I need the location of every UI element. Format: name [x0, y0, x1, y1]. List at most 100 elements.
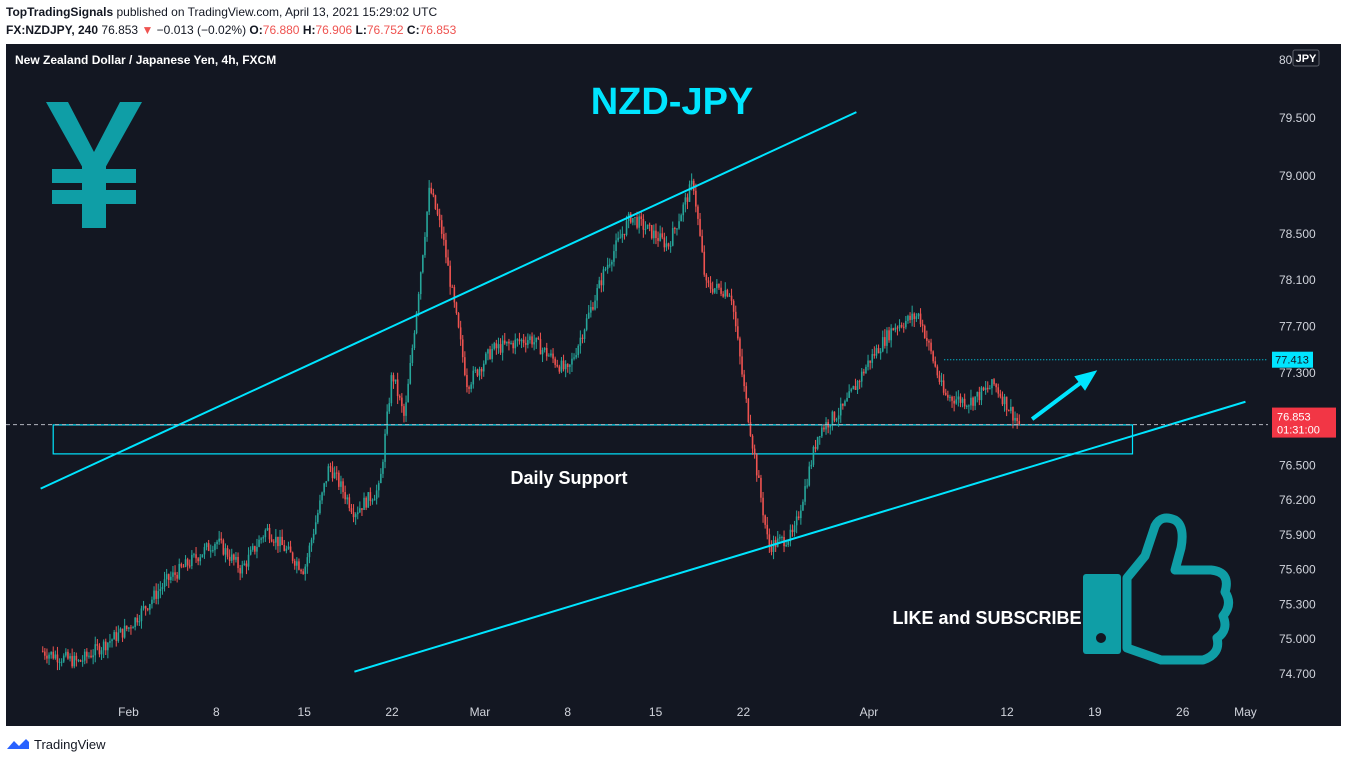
candle-body-85 — [220, 538, 223, 541]
candle-body-203 — [468, 387, 470, 389]
candle-body-297 — [665, 243, 668, 248]
candle-body-32 — [109, 641, 111, 643]
y-tick-label-1: 79.500 — [1279, 111, 1316, 125]
candle-body-208 — [478, 368, 481, 376]
candle-body-398 — [877, 348, 880, 354]
thumbs-up-icon-dot — [1096, 633, 1106, 643]
candle-body-234 — [533, 342, 535, 345]
candle-body-79 — [207, 543, 210, 551]
candle-body-114 — [281, 536, 283, 546]
candle-body-133 — [321, 492, 323, 501]
candle-body-418 — [919, 313, 922, 325]
candle-body-357 — [791, 529, 794, 533]
candle-body-121 — [296, 561, 298, 566]
candle-body-4 — [50, 651, 52, 655]
y-tick-label-8: 76.500 — [1279, 458, 1316, 472]
candle-body-68 — [184, 559, 187, 567]
candle-body-438 — [961, 398, 964, 403]
close-label: C: — [406, 23, 420, 37]
candle-body-187 — [434, 195, 437, 209]
candle-body-250 — [566, 364, 569, 368]
candle-body-107 — [266, 527, 269, 531]
candle-body-237 — [539, 339, 542, 355]
author-name[interactable]: TopTradingSignals — [6, 5, 114, 19]
candle-body-131 — [317, 513, 319, 523]
candle-body-212 — [487, 349, 489, 354]
candle-body-16 — [75, 655, 78, 661]
candle-body-243 — [552, 353, 554, 359]
candle-body-39 — [123, 625, 126, 638]
candle-body-25 — [94, 644, 97, 656]
target-price-badge — [1272, 351, 1313, 368]
candle-body-344 — [764, 515, 766, 525]
candle-body-173 — [405, 402, 407, 416]
candle-body-80 — [209, 550, 212, 552]
candle-body-172 — [403, 406, 405, 416]
candle-body-448 — [982, 387, 985, 390]
candle-body-196 — [453, 287, 456, 303]
candle-body-71 — [191, 554, 193, 566]
candle-body-183 — [426, 211, 428, 237]
candle-body-278 — [625, 220, 628, 235]
candle-body-310 — [692, 180, 695, 191]
candle-body-421 — [926, 337, 928, 341]
candle-body-45 — [136, 617, 139, 623]
candle-body-248 — [562, 360, 565, 370]
candle-body-209 — [480, 368, 483, 372]
x-tick-label-3: 22 — [385, 705, 399, 719]
candle-body-410 — [902, 326, 905, 328]
candle-body-161 — [380, 473, 382, 484]
candle-body-317 — [707, 280, 710, 283]
candle-body-125 — [304, 566, 307, 574]
candle-body-65 — [178, 563, 181, 579]
candle-body-314 — [701, 235, 703, 252]
candle-body-169 — [396, 379, 399, 397]
candle-body-190 — [440, 220, 443, 234]
candle-body-147 — [350, 508, 353, 513]
candle-body-400 — [881, 337, 884, 352]
candle-body-362 — [802, 501, 804, 511]
candle-body-61 — [170, 576, 172, 581]
y-tick-label-9: 76.200 — [1279, 493, 1316, 507]
candle-body-50 — [146, 608, 149, 610]
candle-body-249 — [564, 364, 567, 370]
price-chart[interactable]: 80.00079.50079.00078.50078.10077.70077.3… — [6, 44, 1341, 726]
candle-body-103 — [258, 539, 260, 547]
y-tick-label-3: 78.500 — [1279, 227, 1316, 241]
candle-body-261 — [590, 307, 592, 313]
candle-body-402 — [886, 330, 888, 346]
candle-body-325 — [724, 290, 727, 297]
candle-body-397 — [875, 348, 878, 356]
candle-body-245 — [556, 364, 559, 367]
candle-body-18 — [79, 660, 82, 662]
candle-body-8 — [58, 661, 61, 663]
candle-body-352 — [781, 536, 783, 538]
tradingview-footer[interactable]: TradingView — [6, 734, 106, 754]
candle-body-270 — [608, 264, 611, 266]
candle-body-20 — [83, 651, 86, 661]
candle-body-26 — [96, 644, 99, 646]
candle-body-159 — [375, 490, 378, 499]
candle-body-328 — [730, 295, 733, 301]
x-tick-label-5: 8 — [564, 705, 571, 719]
candle-body-164 — [386, 411, 388, 434]
y-tick-label-11: 75.600 — [1279, 563, 1316, 577]
candle-body-461 — [1010, 407, 1012, 411]
chart-panel[interactable]: 80.00079.50079.00078.50078.10077.70077.3… — [6, 44, 1341, 726]
candle-body-66 — [180, 563, 183, 567]
candle-body-399 — [879, 351, 882, 354]
y-tick-label-10: 75.900 — [1279, 528, 1316, 542]
candle-body-338 — [751, 435, 754, 449]
candle-body-405 — [892, 328, 895, 331]
candle-body-113 — [279, 536, 281, 547]
candle-body-373 — [825, 422, 827, 430]
candle-body-118 — [289, 546, 292, 553]
last-price-label: 76.853 — [1277, 412, 1311, 424]
candle-body-70 — [188, 565, 191, 567]
candle-body-62 — [172, 572, 174, 577]
publish-line: TopTradingSignals published on TradingVi… — [6, 5, 437, 19]
candle-body-273 — [615, 240, 617, 252]
candle-body-247 — [560, 360, 563, 372]
candle-body-215 — [493, 343, 496, 349]
candle-body-346 — [768, 534, 771, 547]
